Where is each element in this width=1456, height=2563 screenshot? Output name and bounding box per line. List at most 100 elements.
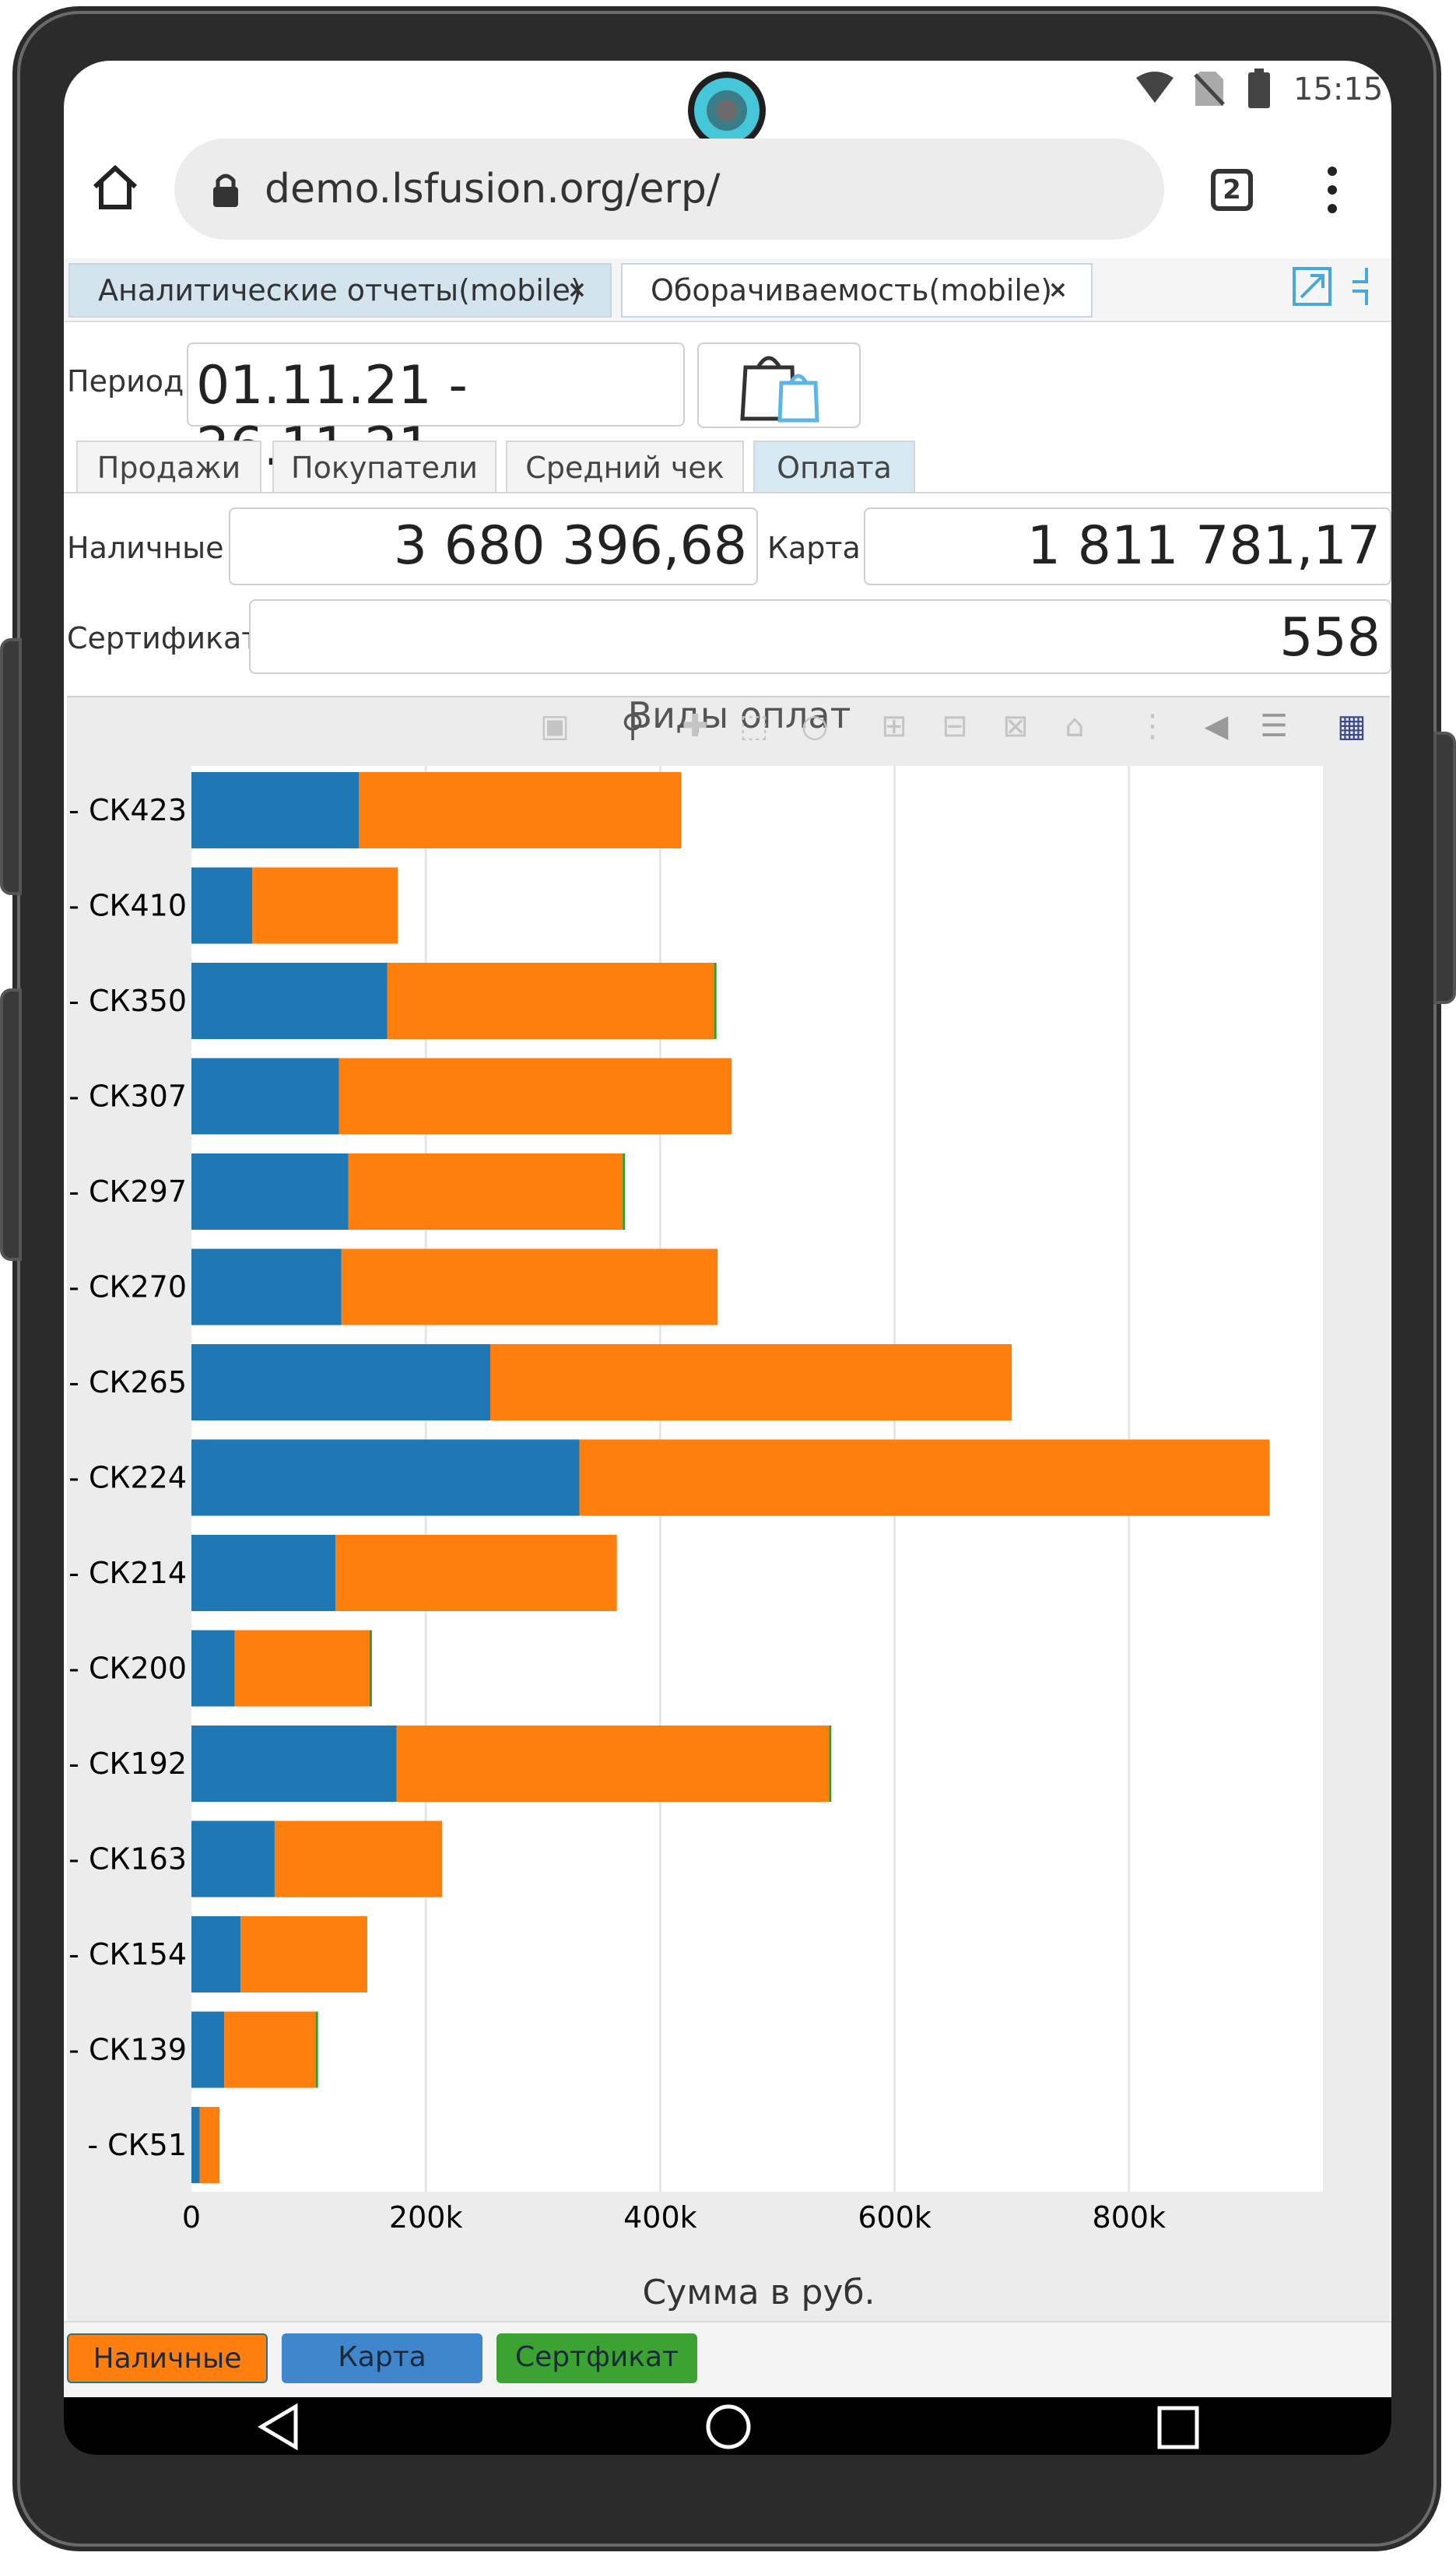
legend-cash-button[interactable]: Наличные — [67, 2333, 268, 2383]
tab-turnover[interactable]: Оборачиваемость(mobile) × — [621, 263, 1093, 318]
no-sim-icon — [1194, 72, 1225, 106]
period-label: Период — [67, 364, 184, 398]
autoscale-icon[interactable]: ⊠ — [1002, 708, 1029, 744]
x-tick-label: 600k — [858, 2200, 931, 2235]
bar-segment[interactable] — [396, 1726, 830, 1802]
bar-segment[interactable] — [274, 1820, 443, 1898]
cash-label: Наличные — [67, 531, 224, 565]
y-category-label: - СК423 — [68, 793, 187, 827]
y-category-label: - СК297 — [68, 1174, 187, 1209]
bar-segment[interactable] — [579, 1439, 1270, 1516]
x-tick-label: 400k — [623, 2200, 697, 2235]
bar-segment[interactable] — [191, 1535, 336, 1611]
tab-payment[interactable]: Оплата — [753, 441, 915, 493]
lock-icon — [213, 174, 238, 207]
bar-segment[interactable] — [829, 1726, 832, 1802]
back-icon[interactable] — [257, 2403, 300, 2450]
bar-segment[interactable] — [191, 1248, 342, 1325]
collapse-icon[interactable] — [1351, 266, 1385, 307]
bar-segment[interactable] — [191, 963, 388, 1039]
bar-segment[interactable] — [191, 1058, 339, 1135]
bar-segment[interactable] — [191, 2011, 225, 2088]
front-camera-icon — [688, 72, 766, 149]
hover-closest-icon[interactable]: ◀ — [1204, 708, 1229, 744]
y-category-label: - СК192 — [68, 1747, 187, 1781]
y-category-label: - СК200 — [68, 1652, 187, 1686]
bar-segment[interactable] — [315, 2011, 318, 2088]
tab-customers[interactable]: Покупатели — [272, 441, 496, 493]
bar-segment[interactable] — [191, 1439, 580, 1516]
certificate-label: Сертификат — [67, 621, 259, 655]
bar-segment[interactable] — [348, 1153, 623, 1230]
recents-icon[interactable] — [1155, 2405, 1202, 2452]
bar-segment[interactable] — [191, 772, 360, 848]
shopping-bags-button[interactable] — [697, 342, 861, 428]
lasso-icon[interactable]: ○ — [801, 708, 829, 744]
bar-segment[interactable] — [341, 1248, 718, 1325]
y-category-label: - СК214 — [68, 1556, 187, 1590]
pan-icon[interactable]: ✚ — [682, 708, 708, 744]
bar-segment[interactable] — [191, 1916, 241, 1992]
bar-segment[interactable] — [191, 1820, 275, 1898]
bar-segment[interactable] — [359, 772, 682, 848]
bar-segment[interactable] — [490, 1344, 1012, 1420]
camera-icon[interactable]: ▣ — [540, 708, 570, 744]
y-category-label: - СК307 — [68, 1080, 187, 1114]
status-time: 15:15 — [1293, 72, 1384, 107]
tab-sales[interactable]: Продажи — [76, 441, 261, 493]
bar-segment[interactable] — [240, 1916, 367, 1992]
bar-segment[interactable] — [339, 1058, 732, 1135]
tab-label: Аналитические отчеты(mobile) — [98, 273, 582, 307]
bar-segment[interactable] — [191, 1153, 349, 1230]
tab-close-icon[interactable]: × — [567, 276, 587, 304]
battery-icon — [1248, 68, 1270, 108]
y-category-label: - СК154 — [68, 1937, 187, 1971]
tab-close-icon[interactable]: × — [1047, 276, 1068, 304]
wifi-icon — [1136, 72, 1174, 103]
overflow-menu-icon[interactable] — [1323, 165, 1342, 215]
bar-segment[interactable] — [234, 1630, 370, 1707]
box-select-icon[interactable]: ⬚ — [739, 708, 769, 744]
tab-average-check[interactable]: Средний чек — [506, 441, 744, 493]
bar-segment[interactable] — [191, 1630, 235, 1707]
y-category-label: - СК350 — [68, 984, 187, 1018]
home-icon[interactable] — [90, 162, 140, 212]
certificate-value: 558 — [249, 599, 1391, 674]
zoom-icon[interactable]: ⚲ — [621, 708, 644, 744]
y-category-label: - СК51 — [87, 2128, 187, 2162]
tab-analytics-reports[interactable]: Аналитические отчеты(mobile) × — [68, 263, 612, 318]
zoom-out-icon[interactable]: ⊟ — [942, 708, 968, 744]
legend-certificate-button[interactable]: Сертфикат — [496, 2333, 697, 2383]
bar-segment[interactable] — [191, 1726, 397, 1802]
bar-segment[interactable] — [191, 2107, 200, 2183]
zoom-in-icon[interactable]: ⊞ — [881, 708, 907, 744]
home-nav-icon[interactable] — [703, 2403, 753, 2453]
bar-segment[interactable] — [335, 1535, 617, 1611]
phone-bezel — [17, 11, 1437, 2547]
reset-axes-icon[interactable]: ⌂ — [1065, 708, 1085, 744]
open-external-icon[interactable] — [1292, 266, 1332, 307]
side-button-right — [1433, 732, 1456, 1004]
bar-segment[interactable] — [714, 963, 717, 1039]
bar-segment[interactable] — [369, 1630, 372, 1707]
y-category-label: - СК139 — [68, 2033, 187, 2067]
bar-segment[interactable] — [623, 1153, 626, 1230]
shopping-bags-icon — [740, 356, 819, 423]
bar-segment[interactable] — [191, 867, 253, 944]
spike-lines-icon[interactable]: ⋮ — [1137, 708, 1168, 744]
tabs-count-button[interactable]: 2 — [1211, 169, 1253, 211]
address-bar[interactable] — [174, 139, 1164, 240]
bar-segment[interactable] — [191, 1344, 491, 1420]
bar-segment[interactable] — [387, 963, 714, 1039]
card-value: 1 811 781,17 — [864, 507, 1391, 585]
x-tick-label: 200k — [389, 2200, 463, 2235]
url-text[interactable]: demo.lsfusion.org/erp/ — [265, 166, 721, 212]
legend-card-button[interactable]: Карта — [282, 2333, 482, 2383]
hover-compare-icon[interactable]: ☰ — [1260, 708, 1288, 744]
plotly-logo-icon[interactable]: ▦ — [1337, 708, 1367, 744]
bar-segment[interactable] — [252, 867, 398, 944]
bar-segment[interactable] — [199, 2107, 220, 2183]
bar-segment[interactable] — [224, 2011, 316, 2088]
card-label: Карта — [767, 531, 861, 565]
